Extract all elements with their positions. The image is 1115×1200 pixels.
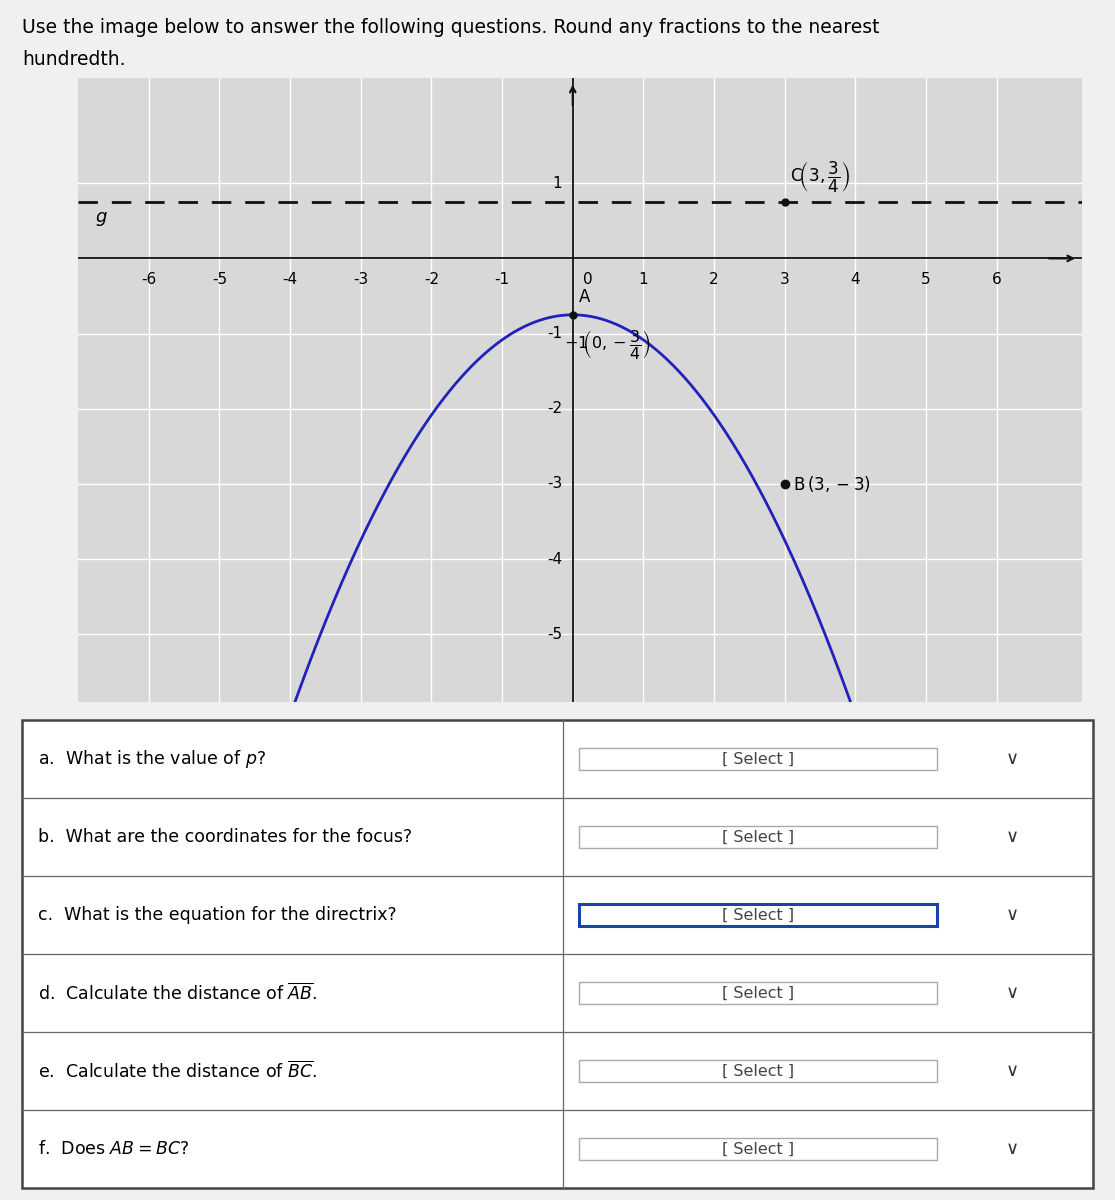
- Bar: [579, 1138, 938, 1160]
- Bar: [579, 904, 938, 926]
- Text: [ Select ]: [ Select ]: [723, 907, 794, 923]
- Text: hundredth.: hundredth.: [22, 50, 126, 70]
- Text: [ Select ]: [ Select ]: [723, 829, 794, 845]
- Bar: [579, 826, 938, 848]
- Text: b.  What are the coordinates for the focus?: b. What are the coordinates for the focu…: [38, 828, 413, 846]
- Text: -3: -3: [546, 476, 562, 492]
- Text: ∨: ∨: [1006, 984, 1019, 1002]
- Text: $-1\!\!\left(0,-\dfrac{3}{4}\right)$: $-1\!\!\left(0,-\dfrac{3}{4}\right)$: [564, 329, 651, 361]
- Text: -6: -6: [142, 272, 156, 287]
- Bar: [579, 748, 938, 770]
- Bar: [579, 1060, 938, 1082]
- Text: [ Select ]: [ Select ]: [723, 1141, 794, 1157]
- Text: -5: -5: [212, 272, 227, 287]
- Text: -3: -3: [353, 272, 368, 287]
- Text: 1: 1: [553, 175, 562, 191]
- Text: 0: 0: [583, 272, 593, 287]
- Text: 6: 6: [992, 272, 1001, 287]
- Text: -2: -2: [547, 401, 562, 416]
- Text: -2: -2: [424, 272, 439, 287]
- Text: [ Select ]: [ Select ]: [723, 751, 794, 767]
- Text: 4: 4: [851, 272, 860, 287]
- Text: ∨: ∨: [1006, 750, 1019, 768]
- Text: 2: 2: [709, 272, 719, 287]
- Text: A: A: [579, 288, 590, 306]
- Text: 5: 5: [921, 272, 931, 287]
- Text: $\mathrm{B}\,(3,-3)$: $\mathrm{B}\,(3,-3)$: [793, 474, 871, 494]
- Text: e.  Calculate the distance of $\overline{BC}$.: e. Calculate the distance of $\overline{…: [38, 1061, 318, 1081]
- Text: 3: 3: [779, 272, 789, 287]
- Text: a.  What is the value of $p$?: a. What is the value of $p$?: [38, 748, 266, 770]
- Text: -1: -1: [547, 326, 562, 341]
- Text: Use the image below to answer the following questions. Round any fractions to th: Use the image below to answer the follow…: [22, 18, 880, 37]
- Text: -5: -5: [547, 626, 562, 642]
- Text: -1: -1: [494, 272, 510, 287]
- Text: g: g: [96, 208, 107, 226]
- Text: -4: -4: [547, 552, 562, 566]
- Text: ∨: ∨: [1006, 1140, 1019, 1158]
- Text: ∨: ∨: [1006, 1062, 1019, 1080]
- Text: c.  What is the equation for the directrix?: c. What is the equation for the directri…: [38, 906, 397, 924]
- Text: d.  Calculate the distance of $\overline{AB}$.: d. Calculate the distance of $\overline{…: [38, 983, 318, 1003]
- Text: ∨: ∨: [1006, 828, 1019, 846]
- Text: [ Select ]: [ Select ]: [723, 985, 794, 1001]
- Text: -4: -4: [282, 272, 298, 287]
- Text: f.  Does $AB = BC$?: f. Does $AB = BC$?: [38, 1140, 190, 1158]
- Text: $\mathrm{C}\!\left(3,\dfrac{3}{4}\right)$: $\mathrm{C}\!\left(3,\dfrac{3}{4}\right)…: [791, 160, 851, 194]
- Text: [ Select ]: [ Select ]: [723, 1063, 794, 1079]
- Text: ∨: ∨: [1006, 906, 1019, 924]
- Bar: [579, 982, 938, 1004]
- Text: 1: 1: [639, 272, 648, 287]
